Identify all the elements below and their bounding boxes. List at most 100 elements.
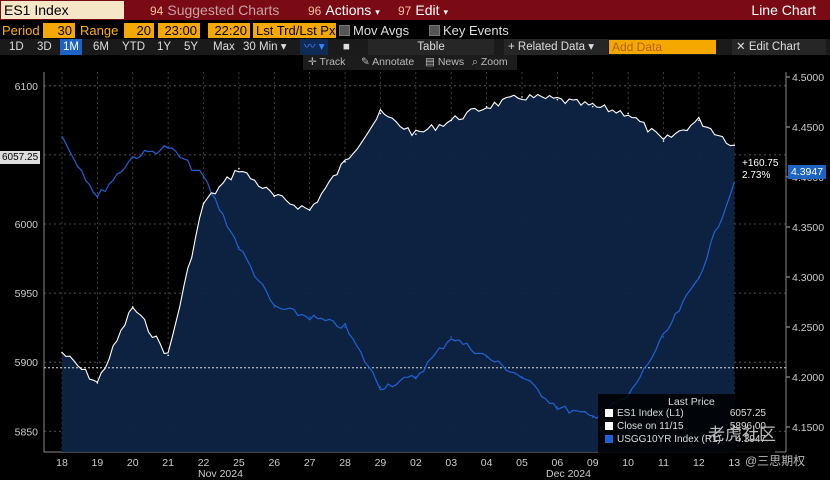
right-tick-label: 4.5000	[792, 72, 824, 84]
x-tick-label: 18	[56, 457, 68, 469]
price-chart[interactable]: 5850590059506000605061004.15004.20004.25…	[0, 70, 830, 480]
tab-max[interactable]: Max	[213, 41, 235, 53]
range-tabs-bar: 1D 3D 1M 6M YTD 1Y 5Y Max 30 Min ▾ 〰 ▾ ■ Table …	[0, 39, 830, 55]
zoom-tool[interactable]: ⌕ Zoom	[472, 55, 508, 69]
line-chart-icon[interactable]: 〰 ▾	[300, 39, 329, 55]
tab-ytd[interactable]: YTD	[122, 41, 145, 53]
es1-point	[662, 140, 665, 142]
chevron-down-icon: ▾	[443, 7, 449, 17]
key-events-label: Key Events	[443, 23, 509, 38]
news-tool[interactable]: ▤ News	[425, 55, 464, 69]
right-tick-label: 4.2500	[792, 322, 824, 334]
suggested-charts-menu[interactable]: 94 Suggested Charts	[150, 0, 279, 20]
edit-num: 97	[398, 4, 412, 18]
annotate-tool[interactable]: ✎ Annotate	[361, 55, 414, 69]
tab-1m[interactable]: 1M	[60, 39, 82, 55]
security-field[interactable]: ES1 Index	[1, 1, 124, 19]
legend-swatch	[605, 409, 613, 418]
time-start-field[interactable]: 23:00	[158, 23, 200, 38]
magnifier-icon: ⌕	[472, 56, 478, 68]
chevron-down-icon: ▾	[375, 7, 380, 17]
track-tool[interactable]: ✛ Track	[308, 55, 345, 69]
legend-label: ES1 Index (L1)	[617, 408, 684, 419]
change-box: +160.75 2.73%	[742, 158, 778, 182]
interval-dropdown[interactable]: 30 Min ▾	[240, 39, 290, 55]
x-tick-label: 04	[481, 457, 493, 469]
x-tick-label: 28	[339, 457, 351, 469]
es1-point	[344, 161, 346, 163]
legend-value: 4.3947	[735, 434, 766, 445]
tab-1d[interactable]: 1D	[9, 41, 24, 53]
left-tick-label: 5850	[15, 426, 39, 438]
es1-point	[415, 133, 417, 135]
key-events-checkbox[interactable]	[429, 25, 440, 36]
period-field[interactable]: 30	[43, 23, 75, 38]
change-pct: 2.73%	[742, 170, 771, 181]
x-tick-label: 13	[728, 457, 740, 469]
news-label: News	[437, 56, 465, 68]
tab-3d[interactable]: 3D	[37, 41, 52, 53]
x-tick-label: 26	[268, 457, 280, 469]
x-tick-label: 29	[375, 457, 387, 469]
related-data-button[interactable]: + Related Data ▾	[504, 39, 608, 55]
edit-menu[interactable]: 97 Edit ▾	[398, 0, 448, 20]
es1-point	[450, 119, 453, 122]
usgg10yr-point	[131, 156, 134, 158]
x-tick-label: 10	[622, 457, 634, 469]
mov-avgs-checkbox[interactable]	[339, 25, 350, 36]
left-tick-label: 5900	[15, 357, 39, 369]
x-tick-label: 25	[233, 457, 245, 469]
related-data-label: + Related Data	[508, 41, 586, 53]
es1-point	[96, 382, 99, 384]
es1-point	[202, 202, 205, 205]
usgg10yr-point	[238, 246, 240, 248]
pencil-icon: ✎	[361, 56, 370, 68]
x-tick-label: 12	[693, 457, 705, 469]
usgg10yr-point	[167, 146, 169, 148]
legend-row-es1[interactable]: ES1 Index (L1) 6057.25	[605, 408, 770, 420]
month-label-dec: Dec 2024	[546, 468, 591, 480]
legend-row-usgg10yr[interactable]: USGG10YR Index (R1) 4.3947	[605, 434, 770, 446]
es1-point	[485, 105, 488, 108]
right-tick-label: 4.3000	[792, 272, 824, 284]
es1-line	[61, 93, 735, 383]
add-data-input[interactable]: Add Data	[609, 40, 716, 54]
tab-1y[interactable]: 1Y	[157, 41, 172, 53]
suggested-num: 94	[150, 4, 164, 18]
news-icon: ▤	[425, 56, 435, 68]
es1-point	[273, 195, 276, 198]
range-start-field[interactable]: 20	[124, 23, 154, 38]
left-tick-label: 6000	[15, 219, 39, 231]
es1-point	[379, 112, 382, 115]
legend-row-close[interactable]: Close on 11/15 5896.00	[605, 421, 770, 433]
x-tick-label: 20	[127, 457, 139, 469]
chart-canvas[interactable]: 5850590059506000605061004.15004.20004.25…	[0, 70, 830, 480]
right-tick-label: 4.4500	[792, 122, 824, 134]
month-label-nov: Nov 2024	[198, 468, 243, 480]
es1-point	[308, 209, 311, 211]
tab-5y[interactable]: 5Y	[184, 41, 199, 53]
chevron-down-icon: ▾	[280, 41, 287, 53]
square-icon[interactable]: ■	[343, 41, 350, 53]
time-end-field[interactable]: 22:20	[208, 23, 250, 38]
edit-chart-button[interactable]: ✕ Edit Chart	[732, 39, 826, 55]
legend[interactable]: Last Price ES1 Index (L1) 6057.25 Close o…	[598, 394, 775, 456]
table-button[interactable]: Table	[368, 39, 494, 55]
x-tick-label: 06	[552, 457, 564, 469]
actions-menu[interactable]: 96 Actions ▾	[308, 0, 380, 20]
es1-point	[238, 167, 240, 170]
zoom-label: Zoom	[480, 56, 508, 68]
es1-area	[62, 94, 735, 452]
es1-point	[521, 96, 523, 98]
x-tick-label: 09	[587, 457, 599, 469]
x-tick-label: 19	[92, 457, 104, 469]
usgg10yr-point	[698, 276, 700, 278]
lst-trd-field[interactable]: Lst Trd/Lst Px	[253, 23, 336, 38]
x-tick-label: 11	[658, 457, 669, 469]
legend-header: Last Price	[668, 396, 715, 408]
legend-label: USGG10YR Index (R1)	[617, 434, 721, 445]
legend-label: Close on 11/15	[617, 421, 684, 432]
tab-6m[interactable]: 6M	[93, 41, 109, 53]
top-bar: ES1 Index 94 Suggested Charts 96 Actions ▾ …	[0, 0, 830, 20]
tools-background	[303, 55, 517, 70]
